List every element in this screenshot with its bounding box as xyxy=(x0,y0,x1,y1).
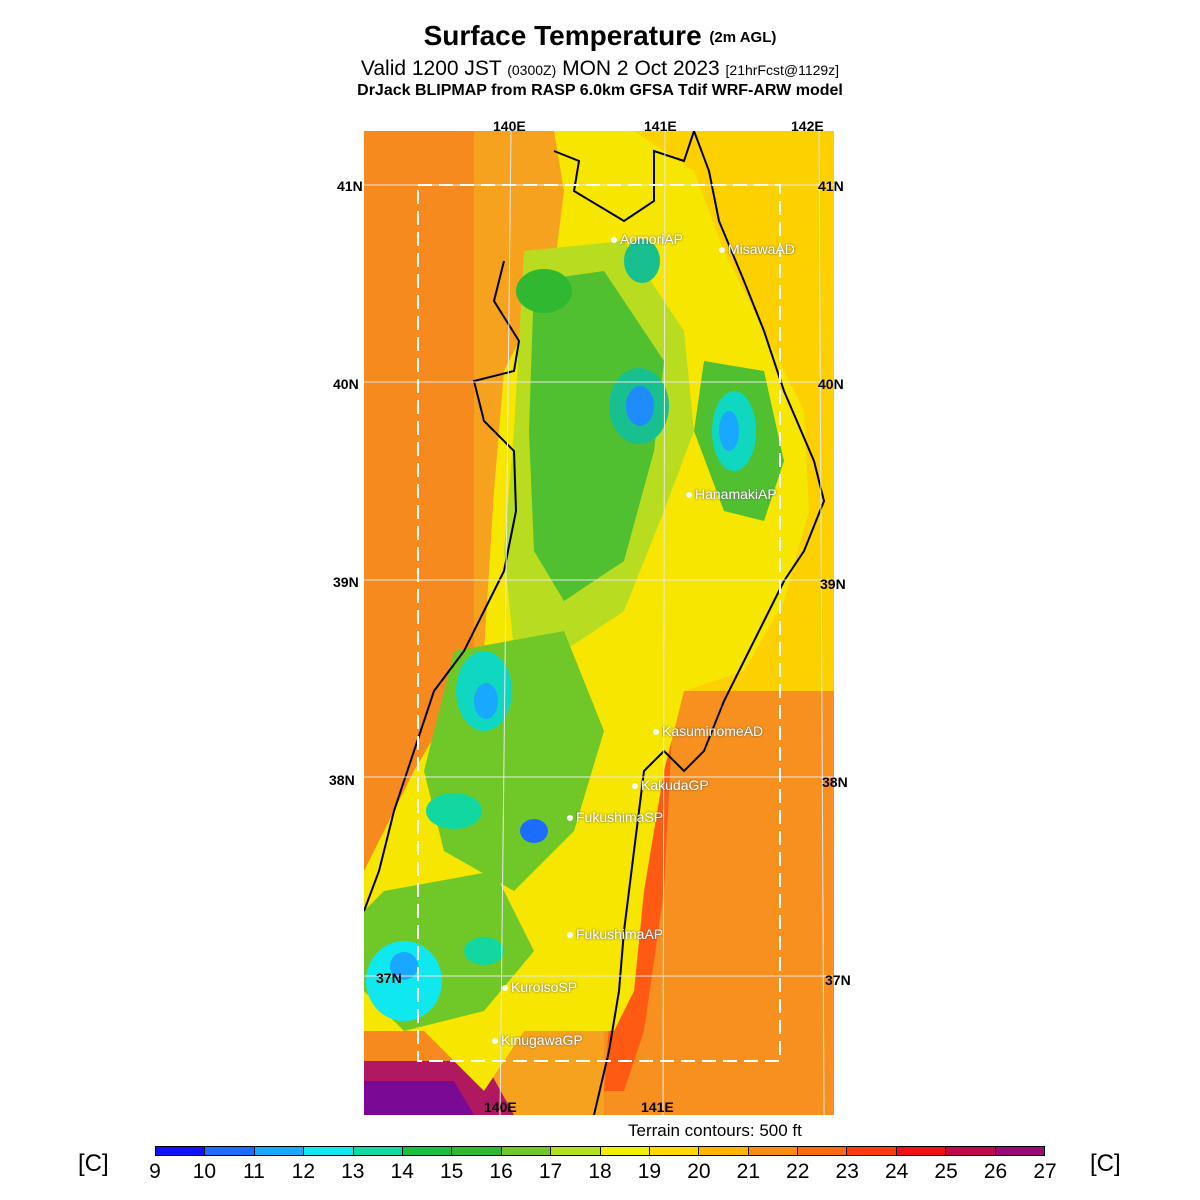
lat-right-label: 41N xyxy=(818,178,844,194)
temperature-map[interactable]: AomoriAP MisawaAD HanamakiAP KasuminomeA… xyxy=(364,131,834,1115)
valid-time: Valid 1200 JST (0300Z) MON 2 Oct 2023 [2… xyxy=(360,57,840,80)
colorbar-swatch xyxy=(649,1147,700,1155)
lon-top-label: 141E xyxy=(644,118,677,134)
colorbar-tick-label: 25 xyxy=(934,1160,958,1183)
colorbar-unit-left: [C] xyxy=(78,1150,109,1177)
lat-right-label: 39N xyxy=(820,576,846,592)
colorbar-swatch xyxy=(847,1147,897,1155)
station-kakuda[interactable]: KakudaGP xyxy=(632,777,709,793)
colorbar-swatch xyxy=(205,1147,255,1155)
station-kasuminome[interactable]: KasuminomeAD xyxy=(653,723,763,739)
lat-left-label: 38N xyxy=(329,772,355,788)
colorbar-swatch xyxy=(353,1147,403,1155)
lat-left-label: 37N xyxy=(376,970,402,986)
colorbar-tick-label: 12 xyxy=(291,1160,315,1183)
station-fukushima-sp[interactable]: FukushimaSP xyxy=(567,809,663,825)
lat-right-label: 37N xyxy=(825,972,851,988)
colorbar-swatch xyxy=(600,1147,650,1155)
domain-boundary xyxy=(417,184,781,1062)
lon-top-label: 142E xyxy=(791,118,824,134)
colorbar-swatch xyxy=(551,1147,601,1155)
lat-right-label: 38N xyxy=(822,774,848,790)
lat-left-label: 40N xyxy=(333,376,359,392)
colorbar-swatch xyxy=(995,1147,1045,1155)
lon-bottom-label: 140E xyxy=(484,1099,517,1115)
colorbar-tick-label: 16 xyxy=(489,1160,513,1183)
colorbar-tick-label: 10 xyxy=(192,1160,217,1183)
lon-top-label: 140E xyxy=(493,118,526,134)
model-description: DrJack BLIPMAP from RASP 6.0km GFSA Tdif… xyxy=(357,82,843,99)
colorbar-tick-label: 15 xyxy=(439,1160,464,1183)
map-title: Surface Temperature (2m AGL) xyxy=(423,20,777,51)
lon-bottom-label: 141E xyxy=(641,1099,674,1115)
colorbar-swatch xyxy=(798,1147,848,1155)
colorbar-tick-label: 18 xyxy=(588,1160,612,1183)
temperature-colorbar xyxy=(155,1146,1045,1156)
station-aomori[interactable]: AomoriAP xyxy=(611,231,683,247)
station-kinugawa[interactable]: KinugawaGP xyxy=(492,1032,583,1048)
colorbar-swatch xyxy=(946,1147,996,1155)
lat-right-label: 40N xyxy=(818,376,844,392)
lat-left-label: 39N xyxy=(333,574,359,590)
colorbar-tick-label: 20 xyxy=(687,1160,711,1183)
colorbar-tick-label: 11 xyxy=(242,1160,265,1183)
coastline-west xyxy=(364,260,521,912)
colorbar-tick-label: 13 xyxy=(341,1160,365,1183)
colorbar-swatch xyxy=(452,1147,502,1155)
colorbar-tick-label: 27 xyxy=(1033,1160,1057,1183)
station-fukushima-ap[interactable]: FukushimaAP xyxy=(567,926,663,942)
colorbar-swatch xyxy=(156,1147,206,1155)
terrain-contour-note: Terrain contours: 500 ft xyxy=(628,1121,802,1140)
colorbar-tick-label: 9 xyxy=(149,1160,161,1183)
colorbar-swatch xyxy=(254,1147,305,1155)
colorbar-tick-label: 17 xyxy=(538,1160,563,1183)
station-misawa[interactable]: MisawaAD xyxy=(719,241,795,257)
colorbar-unit-right: [C] xyxy=(1090,1150,1121,1177)
colorbar-swatch xyxy=(699,1147,749,1155)
colorbar-tick-label: 26 xyxy=(983,1160,1008,1183)
station-kuroiso[interactable]: KuroisoSP xyxy=(502,979,577,995)
colorbar-tick-label: 19 xyxy=(637,1160,662,1183)
colorbar-tick-label: 14 xyxy=(390,1160,414,1183)
colorbar-swatch xyxy=(501,1147,552,1155)
cool-spot-south xyxy=(366,941,442,1021)
colorbar-tick-label: 24 xyxy=(884,1160,909,1183)
temperature-field xyxy=(364,131,834,1115)
colorbar-swatch xyxy=(896,1147,947,1155)
colorbar-tick-label: 22 xyxy=(786,1160,810,1183)
colorbar-swatch xyxy=(402,1147,453,1155)
colorbar-tick-label: 21 xyxy=(736,1160,760,1183)
colorbar-swatch xyxy=(304,1147,354,1155)
lat-left-label: 41N xyxy=(337,178,363,194)
coastline-east xyxy=(593,131,826,1115)
colorbar-tick-label: 23 xyxy=(835,1160,859,1183)
colorbar-swatch xyxy=(748,1147,799,1155)
station-hanamaki[interactable]: HanamakiAP xyxy=(686,486,777,502)
coastline-north xyxy=(553,131,695,223)
